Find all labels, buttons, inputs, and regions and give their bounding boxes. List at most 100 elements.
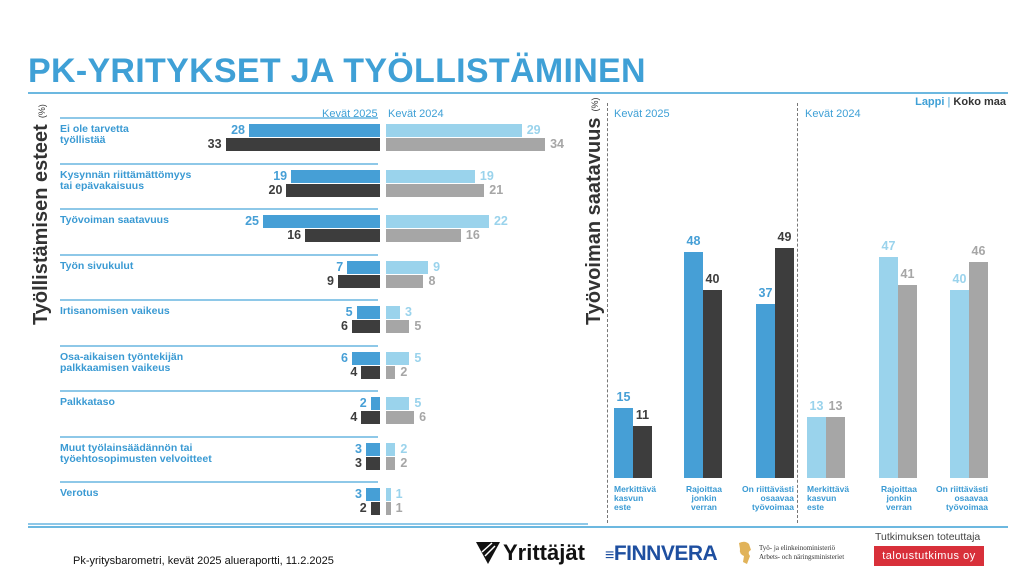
data-label: 2 xyxy=(400,455,408,470)
bar-lappi-2025 xyxy=(351,351,380,365)
x-axis-label-line: On riittävästi xyxy=(936,484,988,494)
category-label-line: palkkaamisen vaikeus xyxy=(60,361,171,374)
bar-lappi-2025 xyxy=(365,488,380,501)
left-chart-unit: (%) xyxy=(36,104,47,119)
legend: Lappi | Koko maa xyxy=(915,96,1006,108)
category-label-line: Työn sivukulut xyxy=(60,259,134,272)
x-axis-label-line: jonkin xyxy=(886,493,912,503)
bar-lappi-2024 xyxy=(950,290,969,478)
bar-lappi-2025 xyxy=(291,169,380,183)
data-label: 6 xyxy=(340,319,348,333)
category-label-line: Verotus xyxy=(60,487,99,499)
bar-koko-maa-2025 xyxy=(365,456,380,470)
bar-koko-maa-2025 xyxy=(351,320,380,333)
x-axis-label-line: Merkittävä xyxy=(807,484,850,494)
category-label: Irtisanomisen vaikeus xyxy=(60,306,170,317)
data-label: 6 xyxy=(340,350,348,365)
bar-lappi-2025 xyxy=(263,215,380,228)
bar-lappi-2024 xyxy=(386,442,396,456)
data-label: 2 xyxy=(400,364,408,379)
category-divider xyxy=(60,390,378,392)
lion-crest-icon xyxy=(739,541,751,564)
category-label-line: työehtosopimusten velvoitteet xyxy=(60,452,212,465)
x-axis-label: Rajoittaa jonkin verran xyxy=(869,485,929,512)
right-chart-title: Työvoiman saatavuus (%) xyxy=(583,98,606,325)
data-label: 48 xyxy=(686,234,701,249)
right-chart-title-text: Työvoiman saatavuus xyxy=(583,117,605,325)
bar-koko-maa-2025 xyxy=(775,247,794,478)
category-label-line: Irtisanomisen vaikeus xyxy=(60,305,170,317)
bar-koko-maa-2024 xyxy=(898,285,917,478)
right-chart-unit: (%) xyxy=(589,97,600,112)
x-axis-label-line: osaavaa xyxy=(954,493,988,503)
x-axis-label-line: Merkittävä xyxy=(614,484,657,494)
bar-koko-maa-2024 xyxy=(386,138,546,151)
data-label: 11 xyxy=(635,408,650,423)
data-label: 13 xyxy=(809,398,824,413)
data-label: 40 xyxy=(705,272,720,286)
category-divider xyxy=(28,522,588,525)
x-axis-label-line: Rajoittaa xyxy=(686,484,722,494)
title-divider xyxy=(28,92,1008,94)
category-label-line: tai epävakaisuus xyxy=(60,179,145,192)
bar-koko-maa-2025 xyxy=(370,502,380,515)
data-label: 16 xyxy=(465,228,480,242)
data-label: 25 xyxy=(245,214,259,228)
bar-koko-maa-2024 xyxy=(386,229,461,242)
data-label: 33 xyxy=(207,137,222,151)
category-label: Työn sivukulut xyxy=(60,259,134,272)
panel-divider-middle xyxy=(797,103,798,523)
bar-lappi-2024 xyxy=(807,416,826,478)
bar-koko-maa-2025 xyxy=(305,229,380,242)
bar-koko-maa-2025 xyxy=(633,426,652,478)
data-label: 7 xyxy=(336,259,344,274)
bar-lappi-2025 xyxy=(248,124,380,137)
x-axis-label-line: kasvun xyxy=(614,493,644,503)
finnvera-logo-text: FINNVERA xyxy=(613,542,718,565)
x-axis-label-line: työvoimaa xyxy=(751,502,794,512)
x-axis-label-line: este xyxy=(614,502,632,512)
finnvera-stripes-icon: ≡ xyxy=(605,547,614,564)
bar-lappi-2025 xyxy=(365,442,380,456)
data-label: 46 xyxy=(971,243,986,258)
bar-lappi-2024 xyxy=(386,215,489,228)
right-header-2025: Kevät 2025 xyxy=(614,108,670,120)
data-label: 4 xyxy=(350,410,358,424)
bar-koko-maa-2024 xyxy=(386,456,396,470)
data-label: 19 xyxy=(479,168,494,183)
data-label: 8 xyxy=(428,273,436,288)
footer-source: Pk-yritysbarometri, kevät 2025 aluerapor… xyxy=(73,555,334,567)
x-axis-label: Merkittävä kasvun este xyxy=(807,485,867,512)
x-axis-label: Merkittävä kasvun este xyxy=(614,485,674,512)
left-chart-title-text: Työllistämisen esteet xyxy=(30,124,52,325)
data-label: 5 xyxy=(345,305,353,319)
category-label: Palkkataso xyxy=(60,397,115,408)
bar-lappi-2024 xyxy=(386,260,429,274)
category-label: Verotus xyxy=(60,488,99,499)
x-axis-label-line: jonkin xyxy=(691,493,717,503)
bar-lappi-2024 xyxy=(386,306,401,319)
category-label: Kysynnän riittämättömyys tai epävakaisuus xyxy=(60,168,192,192)
bar-koko-maa-2024 xyxy=(969,261,988,478)
x-axis-label-line: verran xyxy=(691,502,717,512)
left-chart-title: Työllistämisen esteet (%) xyxy=(30,104,53,325)
data-label: 16 xyxy=(287,228,302,242)
bar-koko-maa-2025 xyxy=(337,274,380,288)
data-label: 13 xyxy=(828,398,843,413)
data-label: 2 xyxy=(359,501,367,515)
data-label: 29 xyxy=(526,123,541,137)
x-axis-label: On riittävästi osaavaa työvoimaa xyxy=(726,485,794,512)
legend-koko-maa: Koko maa xyxy=(953,96,1006,108)
x-axis-label-line: Rajoittaa xyxy=(881,484,917,494)
right-header-2024: Kevät 2024 xyxy=(805,108,861,120)
category-label-line: Kysynnän riittämättömyys xyxy=(60,168,192,181)
data-label: 3 xyxy=(405,305,412,319)
bar-koko-maa-2024 xyxy=(386,183,485,197)
yrittajat-logo-text: Yrittäjät xyxy=(503,540,585,565)
data-label: 3 xyxy=(355,441,362,456)
legend-lappi: Lappi xyxy=(915,96,945,108)
category-label: Ei ole tarvetta työllistää xyxy=(60,124,129,146)
data-label: 19 xyxy=(273,168,288,183)
data-label: 2 xyxy=(400,441,408,456)
x-axis-label-line: osaavaa xyxy=(760,493,794,503)
